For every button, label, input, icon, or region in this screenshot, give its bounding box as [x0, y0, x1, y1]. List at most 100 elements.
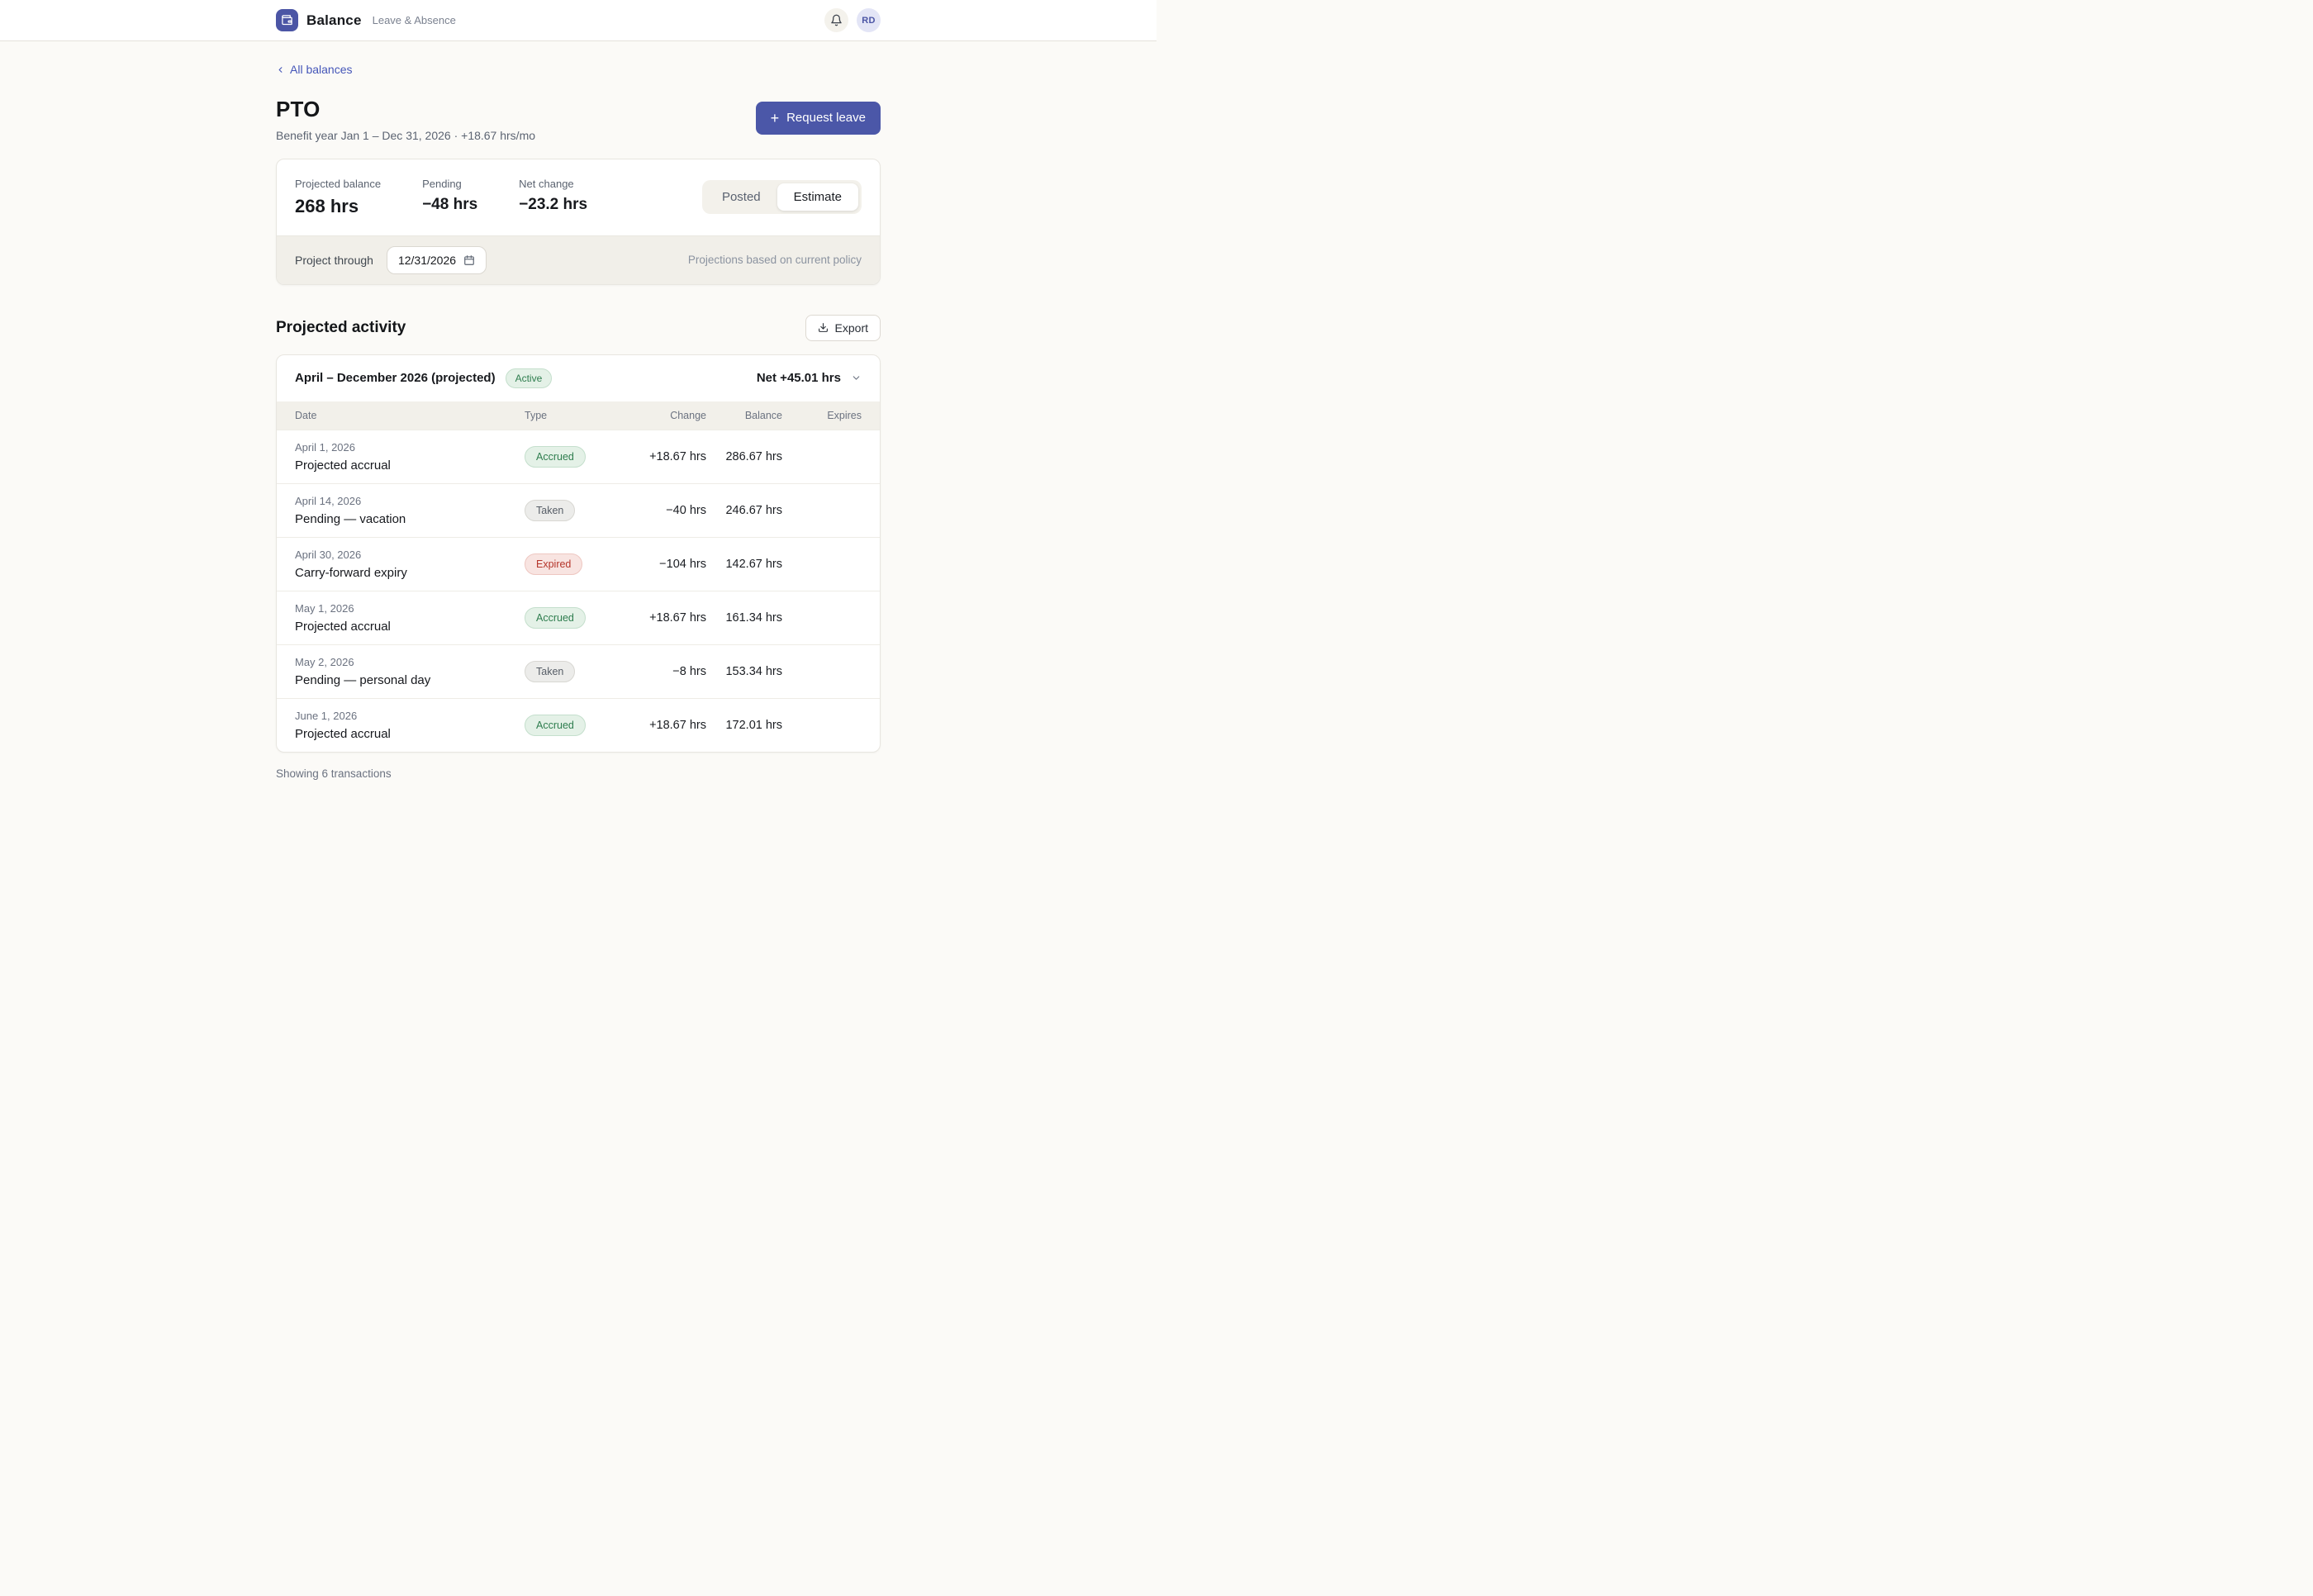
balance-cell: 172.01 hrs [725, 718, 782, 732]
tx-date: April 30, 2026 [295, 548, 362, 561]
toggle-estimate[interactable]: Estimate [777, 183, 858, 211]
change-cell: −40 hrs [666, 503, 706, 517]
status-badge: Active [505, 368, 553, 388]
column-header-balance: Balance [744, 409, 782, 421]
app-logo [276, 9, 298, 31]
table-row[interactable]: April 30, 2026 Carry-forward expiry Expi… [277, 536, 880, 591]
column-header-expires: Expires [827, 409, 862, 421]
toggle-posted[interactable]: Posted [705, 183, 777, 211]
projection-footnote: Projections based on current policy [687, 254, 862, 266]
page-title-block: PTO Benefit year Jan 1 – Dec 31, 2026 · … [276, 97, 535, 142]
table-row[interactable]: April 1, 2026 Projected accrual Accrued … [277, 429, 880, 483]
calendar-icon [463, 254, 475, 266]
type-badge: Accrued [525, 714, 586, 736]
stat-projected-balance: Projected balance 268 hrs [295, 178, 381, 217]
posted-estimate-toggle: Posted Estimate [701, 180, 862, 214]
tx-description: Pending — personal day [295, 672, 431, 687]
bell-icon [830, 14, 843, 26]
date-description-cell: April 1, 2026 Projected accrual [295, 441, 525, 473]
stat-label: Projected balance [295, 177, 382, 190]
topbar-actions: RD [824, 8, 881, 32]
stat-net-change: Net change −23.2 hrs [519, 178, 587, 217]
balance-cell: 161.34 hrs [725, 610, 782, 625]
summary-footer: Project through 12/31/2026 Projections b… [277, 235, 880, 284]
app-section-label: Leave & Absence [372, 14, 456, 26]
type-cell: Expired [525, 553, 624, 575]
group-title: April – December 2026 (projected) [295, 371, 496, 385]
app-name: Balance [306, 12, 362, 28]
export-button[interactable]: Export [805, 314, 881, 341]
stat-value: −48 hrs [422, 195, 478, 213]
request-leave-label: Request leave [786, 111, 866, 125]
table-row[interactable]: May 1, 2026 Projected accrual Accrued +1… [277, 590, 880, 644]
chevron-down-icon[interactable] [851, 373, 862, 383]
tx-description: Pending — vacation [295, 511, 406, 526]
type-cell: Accrued [525, 606, 624, 629]
export-label: Export [834, 321, 868, 335]
page-subtitle: Benefit year Jan 1 – Dec 31, 2026 · +18.… [276, 128, 536, 142]
request-leave-button[interactable]: + Request leave [755, 101, 881, 135]
date-description-cell: May 2, 2026 Pending — personal day [295, 656, 525, 687]
project-through-date-input[interactable]: 12/31/2026 [386, 245, 487, 274]
main-content: All balances PTO Benefit year Jan 1 – De… [276, 41, 881, 780]
tx-description: Projected accrual [295, 726, 391, 741]
type-cell: Taken [525, 660, 624, 682]
tx-date: May 2, 2026 [295, 655, 354, 668]
page-head: PTO Benefit year Jan 1 – Dec 31, 2026 · … [276, 97, 881, 142]
summary-stats: Projected balance 268 hrs Pending −48 hr… [295, 178, 587, 217]
type-badge: Expired [525, 553, 583, 575]
date-description-cell: May 1, 2026 Projected accrual [295, 602, 525, 634]
type-cell: Accrued [525, 714, 624, 736]
breadcrumb-all-balances[interactable]: All balances [276, 63, 353, 76]
project-through-date-value: 12/31/2026 [397, 253, 457, 267]
activity-group-header[interactable]: April – December 2026 (projected) Active… [277, 355, 880, 401]
type-cell: Taken [525, 499, 624, 521]
change-cell: +18.67 hrs [649, 610, 706, 625]
date-description-cell: June 1, 2026 Projected accrual [295, 710, 525, 741]
tx-date: June 1, 2026 [295, 709, 358, 722]
date-description-cell: April 14, 2026 Pending — vacation [295, 495, 525, 526]
tx-date: May 1, 2026 [295, 601, 354, 615]
summary-card: Projected balance 268 hrs Pending −48 hr… [276, 158, 881, 285]
summary-main: Projected balance 268 hrs Pending −48 hr… [277, 159, 880, 235]
tx-date: April 14, 2026 [295, 494, 362, 507]
column-header-change: Change [670, 409, 706, 421]
column-header-date: Date [295, 409, 317, 421]
balance-cell: 142.67 hrs [725, 557, 782, 571]
tx-description: Projected accrual [295, 619, 391, 634]
page-title: PTO [276, 96, 321, 121]
type-badge: Accrued [525, 445, 586, 468]
notifications-button[interactable] [824, 8, 848, 32]
stat-label: Pending [422, 177, 462, 190]
breadcrumb-label: All balances [290, 63, 353, 76]
download-icon [818, 322, 829, 333]
topbar: Balance Leave & Absence RD [0, 0, 1156, 41]
balance-cell: 286.67 hrs [725, 449, 782, 463]
type-badge: Accrued [525, 606, 586, 629]
group-net-total: Net +45.01 hrs [756, 371, 841, 385]
tx-description: Carry-forward expiry [295, 565, 407, 580]
stat-pending: Pending −48 hrs [422, 178, 477, 217]
stat-label: Net change [519, 177, 574, 190]
project-through-label: Project through [295, 253, 373, 267]
table-row[interactable]: May 2, 2026 Pending — personal day Taken… [277, 644, 880, 698]
wallet-icon [281, 14, 293, 26]
table-header-row: Date Type Change Balance Expires [277, 401, 880, 430]
transactions-count: Showing 6 transactions [276, 767, 392, 780]
activity-heading: Projected activity [276, 318, 406, 336]
plus-icon: + [770, 109, 780, 126]
tx-date: April 1, 2026 [295, 440, 355, 454]
date-description-cell: April 30, 2026 Carry-forward expiry [295, 549, 525, 580]
stat-value: 268 hrs [295, 195, 359, 216]
chevron-left-icon [276, 65, 285, 74]
type-badge: Taken [525, 499, 576, 521]
change-cell: +18.67 hrs [649, 449, 706, 463]
change-cell: +18.67 hrs [649, 718, 706, 732]
user-avatar[interactable]: RD [857, 8, 881, 32]
type-badge: Taken [525, 660, 576, 682]
activity-card: April – December 2026 (projected) Active… [276, 354, 881, 753]
balance-cell: 153.34 hrs [725, 664, 782, 678]
table-row[interactable]: April 14, 2026 Pending — vacation Taken … [277, 482, 880, 537]
change-cell: −8 hrs [672, 664, 706, 678]
table-row[interactable]: June 1, 2026 Projected accrual Accrued +… [277, 697, 880, 752]
